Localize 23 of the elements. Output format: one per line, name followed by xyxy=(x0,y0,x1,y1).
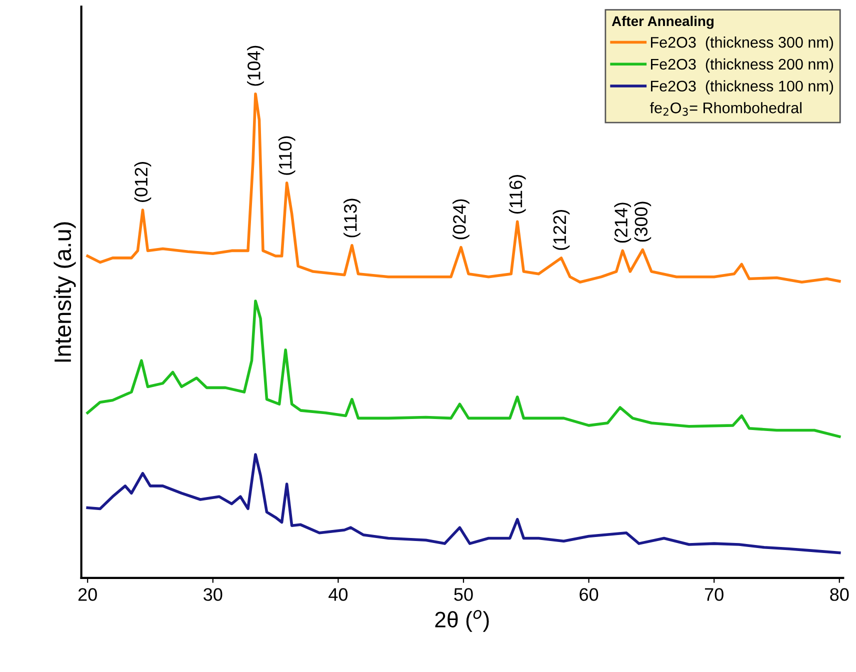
annotation: (300) xyxy=(634,202,652,242)
x-tick-label: 80 xyxy=(830,588,849,601)
x-tick-label: 70 xyxy=(704,588,724,601)
legend-title: After Annealing xyxy=(612,16,714,29)
annotation: fe$_{2}$O$_{3}$= Rhombohedral xyxy=(650,102,802,116)
x-tick-label: 50 xyxy=(454,588,473,601)
annotation: (116) xyxy=(508,175,526,214)
x-axis-title: 2θ ($^{o}$) xyxy=(435,610,489,632)
annotation: (110) xyxy=(278,136,296,175)
x-tick-label: 40 xyxy=(328,588,348,601)
annotation: (214) xyxy=(614,202,632,243)
annotation: (024) xyxy=(452,199,470,240)
x-tick-label: 20 xyxy=(78,588,97,601)
x-tick-label: 30 xyxy=(204,588,222,601)
x-tick-label: 60 xyxy=(580,588,598,601)
legend-label: Fe2O3 (thickness 300 nm) xyxy=(651,36,834,51)
annotation: (104) xyxy=(247,46,264,86)
annotation: (113) xyxy=(344,198,360,238)
legend-label: Fe2O3 (thickness 100 nm) xyxy=(651,80,834,95)
annotation: (012) xyxy=(134,162,152,202)
y-axis-title: Intensity (a.u) xyxy=(54,222,76,362)
legend-label: Fe2O3 (thickness 200 nm) xyxy=(651,58,834,73)
annotation: (122) xyxy=(552,210,570,250)
